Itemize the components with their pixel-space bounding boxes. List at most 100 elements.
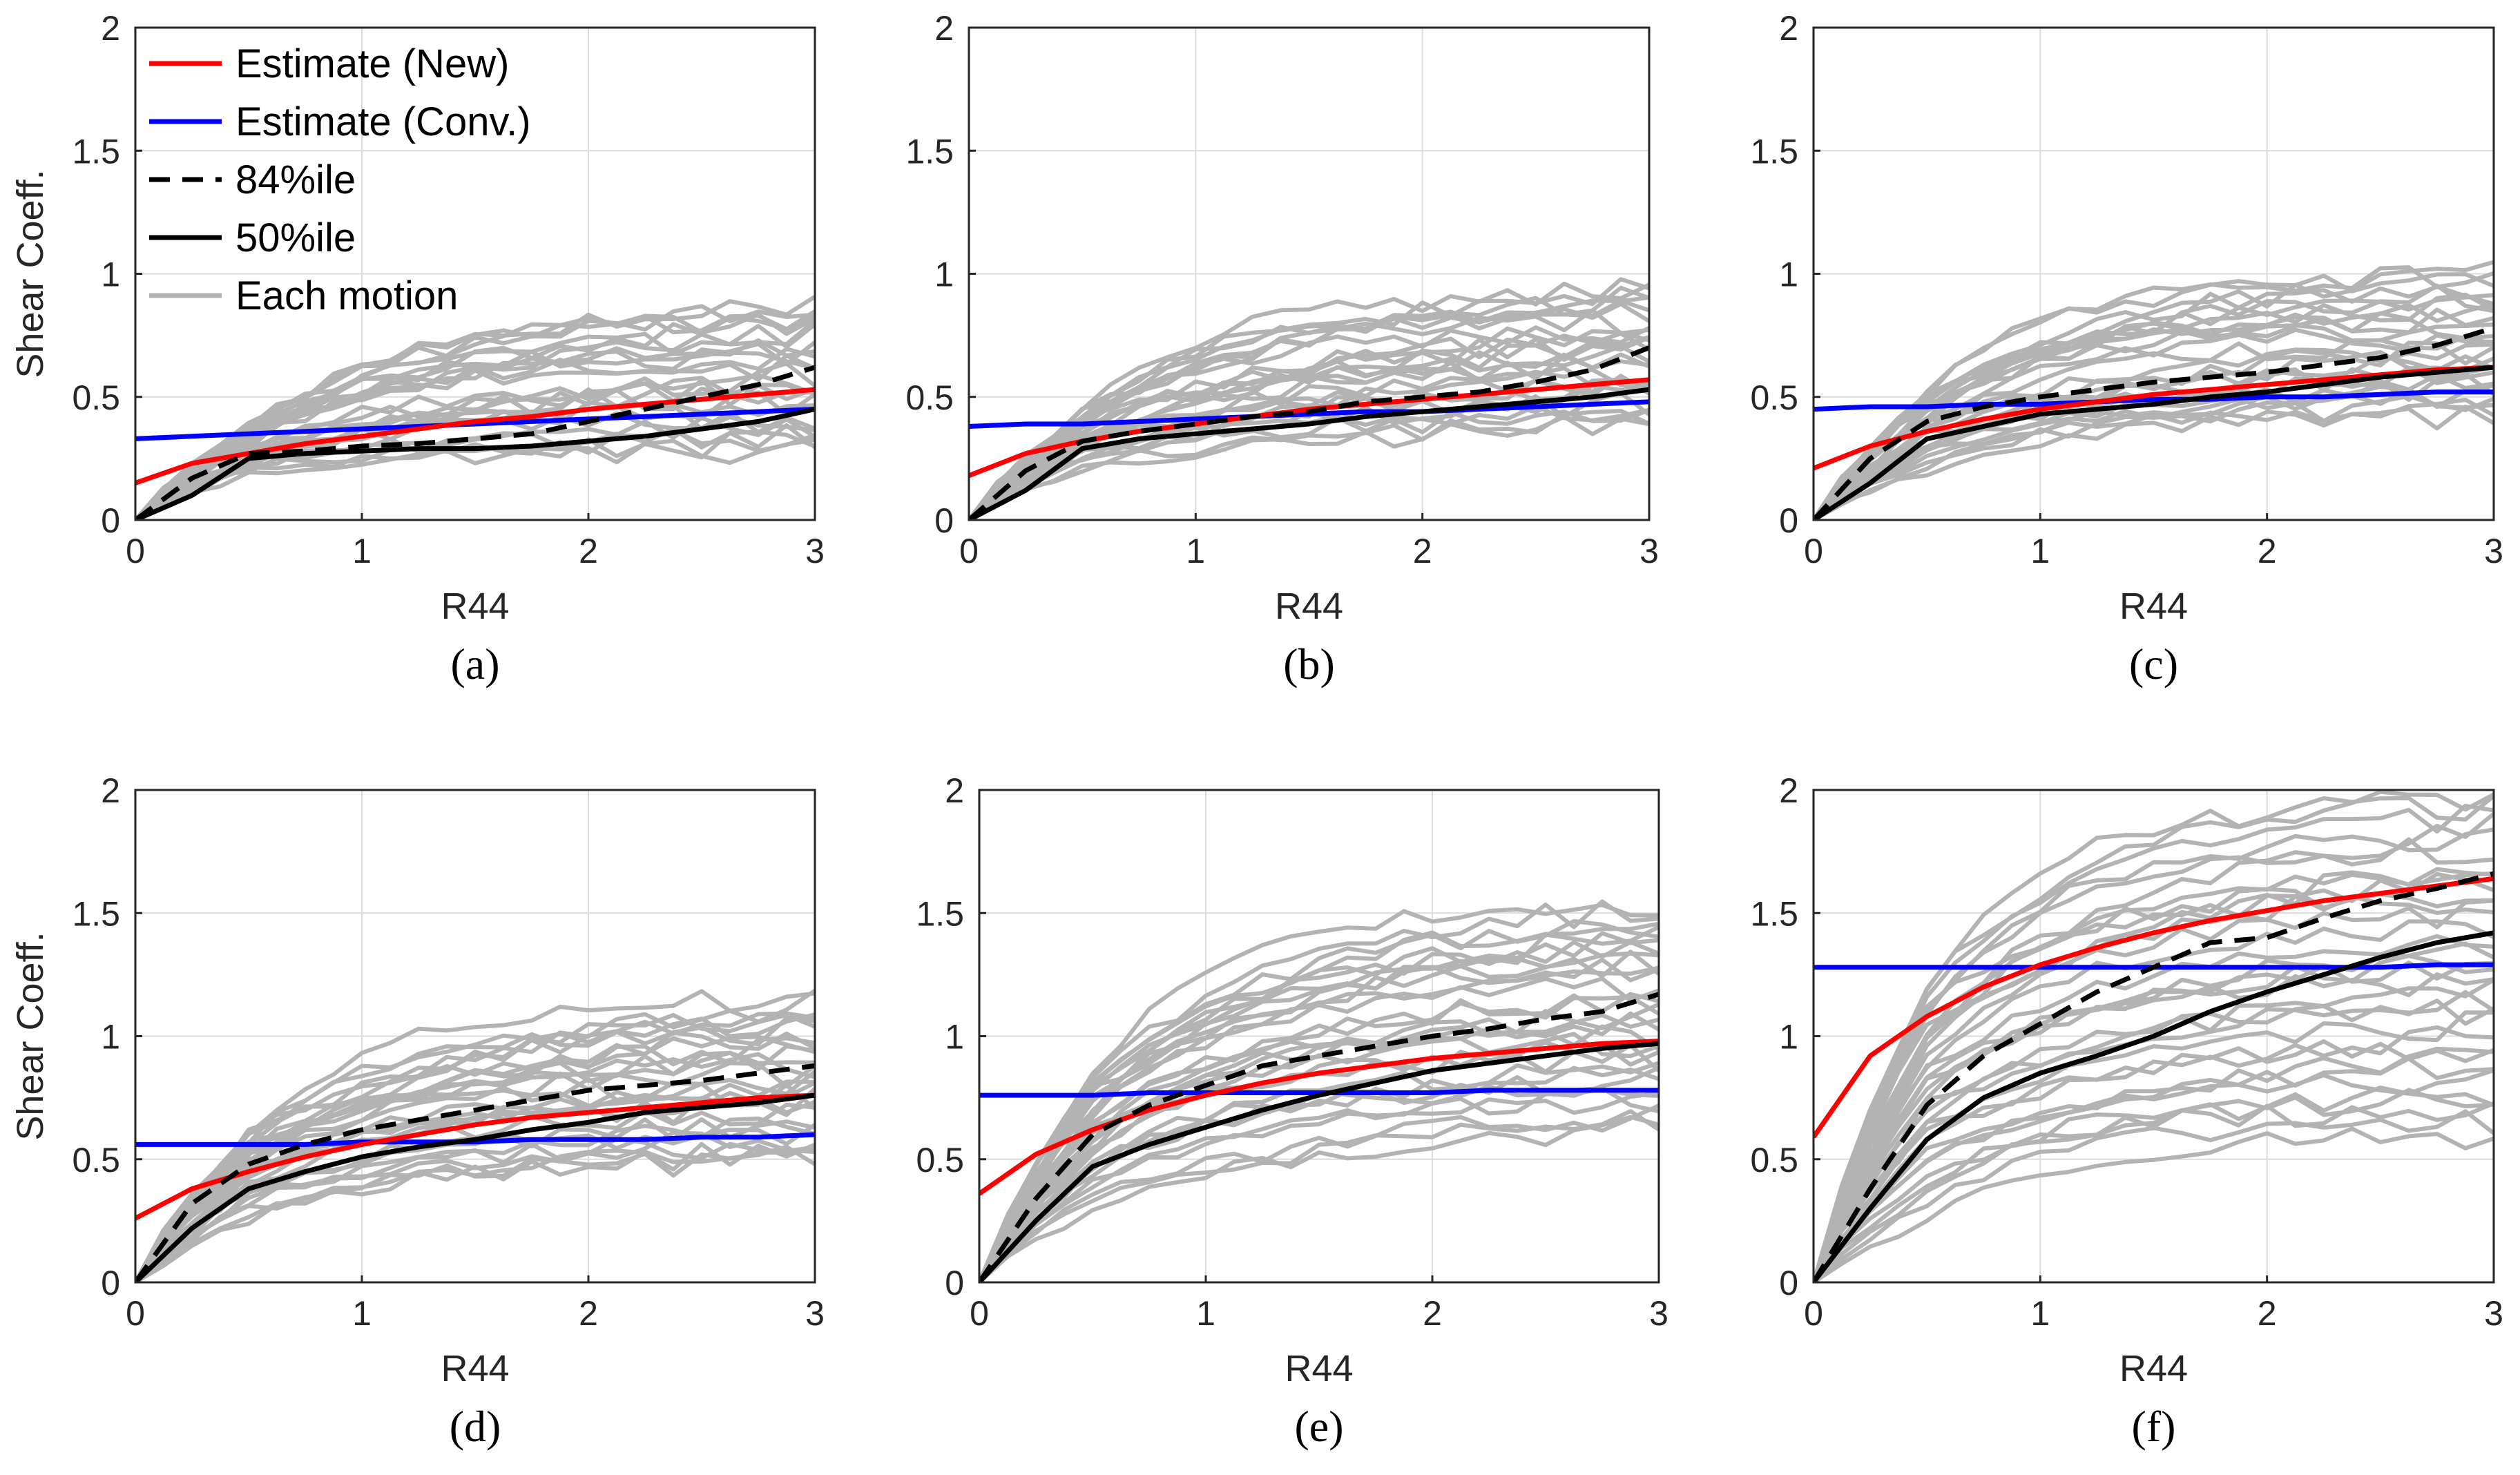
- y-tick-label: 2: [945, 771, 964, 810]
- x-tick-label: 1: [1196, 1294, 1215, 1333]
- legend-label-conv: Estimate (Conv.): [235, 99, 531, 144]
- data-lines: [1814, 260, 2494, 520]
- series-line-p84: [969, 345, 1649, 520]
- x-axis-label: R44: [441, 586, 509, 627]
- x-tick-label: 2: [1423, 1294, 1442, 1333]
- series-line-conv: [135, 407, 815, 441]
- x-tick-label: 3: [1649, 1294, 1668, 1333]
- each-motion-line: [135, 354, 815, 520]
- legend-label-p50: 50%ile: [235, 215, 356, 260]
- y-tick-label: 0: [1779, 501, 1798, 540]
- each-motion-line: [1814, 1101, 2494, 1282]
- x-tick-label: 3: [805, 532, 825, 570]
- y-tick-label: 0.5: [1750, 378, 1798, 417]
- each-motion-line: [135, 428, 815, 520]
- y-tick-label: 1: [101, 256, 120, 294]
- x-tick-label: 2: [1413, 532, 1432, 570]
- y-tick-label: 0: [945, 1264, 964, 1302]
- y-tick-label: 0.5: [1750, 1141, 1798, 1179]
- x-axis-label: R44: [2119, 1348, 2188, 1389]
- series-line-p50: [135, 407, 815, 520]
- legend-label-new: Estimate (New): [235, 41, 509, 86]
- data-lines: [135, 989, 815, 1282]
- x-tick-label: 0: [126, 532, 145, 570]
- x-tick-label: 2: [2258, 1294, 2277, 1333]
- each-motion-line: [1814, 867, 2494, 1282]
- x-tick-label: 0: [1804, 532, 1823, 570]
- y-tick-label: 2: [101, 9, 120, 48]
- each-motion-line: [1814, 1088, 2494, 1282]
- each-motion-line: [1814, 870, 2494, 1282]
- each-motion-line: [135, 989, 815, 1282]
- series-line-p84: [1814, 325, 2494, 520]
- each-motion-line: [1814, 1126, 2494, 1282]
- each-motion-line: [135, 1011, 815, 1282]
- y-tick-label: 0.5: [72, 378, 120, 417]
- each-motion-line: [1814, 1086, 2494, 1282]
- y-tick-label: 2: [101, 771, 120, 810]
- y-tick-label: 0: [101, 1264, 120, 1302]
- each-motion-line: [979, 992, 1659, 1282]
- x-tick-label: 1: [2030, 532, 2050, 570]
- each-motion-line: [1814, 894, 2494, 1282]
- panel-d: 0 1 2 3 0 0.5 1 1.5 2 R44 Shear Coeff. (d): [10, 771, 825, 1451]
- panel-a: 0 1 2 3 0 0.5 1 1.5 2 R44 Shear Coeff. (a): [10, 9, 825, 688]
- y-tick-label: 0.5: [72, 1141, 120, 1179]
- series-line-p50: [979, 1041, 1659, 1282]
- each-motion-line: [135, 295, 815, 520]
- y-tick-label: 1: [1779, 1018, 1798, 1057]
- panel-caption: (f): [2132, 1402, 2176, 1451]
- series-line-new: [979, 1039, 1659, 1196]
- each-motion-line: [1814, 1025, 2494, 1282]
- y-tick-label: 1: [101, 1018, 120, 1057]
- each-motion-line: [979, 1109, 1659, 1282]
- x-tick-label: 0: [970, 1294, 989, 1333]
- each-motion-line: [979, 1115, 1659, 1282]
- y-tick-label: 0.5: [905, 378, 954, 417]
- data-lines: [969, 277, 1649, 520]
- each-motion-line: [979, 931, 1659, 1282]
- series-line-conv: [1814, 389, 2494, 412]
- x-tick-label: 2: [579, 1294, 598, 1333]
- series-line-new: [1814, 876, 2494, 1139]
- panel-caption: (e): [1294, 1402, 1343, 1451]
- each-motion-line: [1814, 1046, 2494, 1282]
- legend-label-p84: 84%ile: [235, 157, 356, 202]
- each-motion-line: [1814, 265, 2494, 520]
- x-tick-label: 1: [352, 532, 372, 570]
- panel-e: 0 1 2 3 0 0.5 1 1.5 2 R44 (e): [916, 771, 1668, 1451]
- each-motion-line: [979, 903, 1659, 1282]
- x-axis-label: R44: [1285, 1348, 1353, 1389]
- series-line-conv: [979, 1088, 1659, 1098]
- series-line-conv: [135, 1132, 815, 1147]
- x-axis-label: R44: [1275, 586, 1343, 627]
- each-motion-line: [979, 899, 1659, 1282]
- each-motion-line: [1814, 340, 2494, 520]
- x-tick-label: 3: [805, 1294, 825, 1333]
- series-line-p50: [1814, 365, 2494, 520]
- x-tick-label: 2: [579, 532, 598, 570]
- y-tick-label: 1.5: [1750, 894, 1798, 933]
- each-motion-line: [969, 414, 1649, 520]
- each-motion-line: [1814, 285, 2494, 520]
- series-line-p50: [1814, 930, 2494, 1282]
- each-motion-line: [1814, 803, 2494, 1282]
- y-tick-label: 0: [1779, 1264, 1798, 1302]
- each-motion-line: [1814, 405, 2494, 520]
- legend: Estimate (New) Estimate (Conv.) 84%ile 50%i…: [149, 41, 531, 318]
- y-tick-label: 0: [934, 501, 954, 540]
- y-tick-label: 2: [934, 9, 954, 48]
- each-motion-line: [135, 304, 815, 520]
- series-line-p50: [135, 1092, 815, 1282]
- each-motion-line: [979, 921, 1659, 1282]
- each-motion-line: [979, 1066, 1659, 1282]
- each-motion-line: [135, 1044, 815, 1282]
- panel-caption: (b): [1283, 639, 1335, 688]
- series-line-p84: [135, 1063, 815, 1282]
- y-tick-label: 0.5: [916, 1141, 964, 1179]
- y-tick-label: 1: [1779, 256, 1798, 294]
- legend-label-each: Each motion: [235, 273, 458, 318]
- panel-b: 0 1 2 3 0 0.5 1 1.5 2 R44 (b): [905, 9, 1658, 688]
- series-line-p50: [969, 387, 1649, 520]
- series-line-new: [135, 387, 815, 485]
